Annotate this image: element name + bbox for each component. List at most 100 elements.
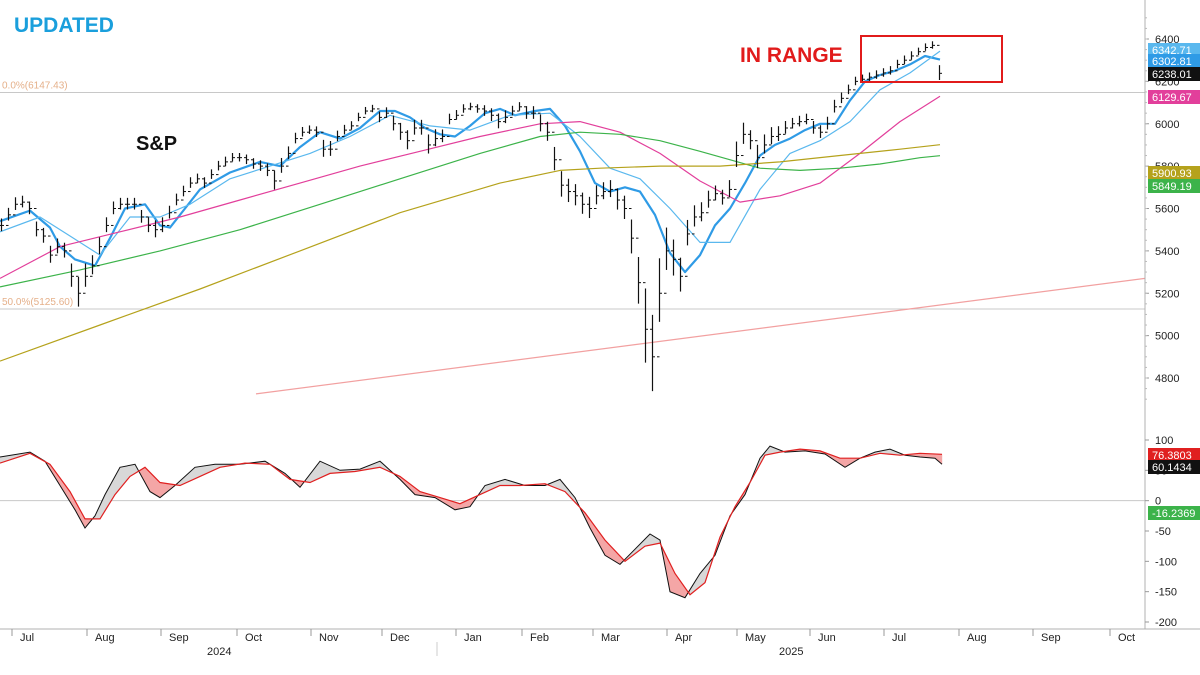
price-bar [916,47,921,57]
price-bar [776,126,781,142]
oscillator-fill-slice [930,453,933,458]
price-bar [601,182,606,200]
price-bar [566,178,571,203]
price-bar [496,113,501,129]
price-value-label-bg [1148,43,1200,57]
price-bar [489,108,494,121]
oscillator-fill-slice [158,480,161,498]
moving-average-line [0,95,941,279]
oscillator-fill-slice [306,476,309,483]
oscillator-fill-slice [194,467,197,480]
value-labels: 6342.716302.816238.016129.675900.935849.… [1148,43,1200,520]
price-bar [384,107,389,118]
oscillator-fill-slice [482,486,485,494]
oscillator-fill-slice [372,463,375,469]
oscillator-fill-slice [612,547,615,561]
price-bar [153,220,158,238]
x-tick-label: Nov [319,632,339,644]
trendline [255,277,1146,395]
price-bar [706,190,711,214]
oscillator-line [0,445,943,599]
oscillator-fill-slice [316,463,319,480]
oscillator-fill-slice [644,538,647,547]
oscillator-fill-slice [602,536,605,554]
oscillator-fill-slice [940,454,943,465]
oscillator-fill-slice [312,469,315,482]
price-bar [209,169,214,184]
osc-y-tick-label: -100 [1155,556,1177,568]
oscillator-fill-slice [120,466,123,489]
price-y-tick-label: 5400 [1155,246,1179,258]
oscillator-fill-slice [328,464,331,475]
price-bar [734,141,739,190]
oscillator-fill-slice [330,465,333,474]
oscillator-fill-slice [490,483,493,491]
oscillator-fill-slice [0,456,3,464]
price-bar [727,180,732,199]
price-value-label-bg [1148,67,1200,81]
oscillator-fill-slice [116,470,119,494]
price-bar [692,205,697,235]
price-bar [741,122,746,157]
price-bar [76,275,81,307]
oscillator-fill-slice [204,465,207,475]
oscillator-fill-slice [184,475,187,484]
oscillator-fill-slice [932,453,935,459]
oscillator-fill-slice [558,479,561,490]
x-tick-label: Jul [892,632,906,644]
price-bar [769,127,774,146]
x-tick-label: Aug [95,632,115,644]
price-bar [846,84,851,99]
price-value-label-bg [1148,179,1200,193]
oscillator-fill-slice [146,468,149,488]
oscillator-fill-slice [108,485,111,506]
oscillator-fill-slice [464,500,467,508]
price-bar [139,203,144,223]
oscillator-fill-slice [918,453,921,457]
price-value-label-bg [1148,166,1200,180]
oscillator-fill-slice [458,503,461,510]
oscillator-fill-slice [706,563,709,580]
price-bar [391,112,396,131]
price-bar [587,196,592,219]
x-tick-label: Jan [464,632,482,644]
oscillator-fill-slice [112,478,115,500]
price-bar [321,131,326,157]
price-bar [0,218,4,232]
oscillator-fill-slice [378,461,381,468]
oscillator-fill-slice [672,567,675,594]
price-bar [552,131,557,171]
price-bar [426,127,431,154]
price-value-label: 6302.81 [1152,56,1192,68]
oscillator-fill-slice [608,543,611,559]
price-bar [811,119,816,134]
price-bar [580,192,585,214]
oscillator-fill-slice [150,472,153,493]
oscillator-fill-slice [4,456,7,462]
price-bar [398,122,403,140]
price-bar [636,237,641,304]
price-bar [160,217,165,233]
x-tick-label: Aug [967,632,987,644]
price-bar [251,158,256,169]
price-bar [755,140,760,169]
oscillator-fill-slice [616,551,619,564]
price-bar [657,258,662,358]
price-bar [104,217,109,248]
oscillator-fill-slice [700,571,703,587]
osc-value-label: -16.2369 [1152,508,1195,520]
osc-y-tick-label: 100 [1155,435,1173,447]
price-bar [559,159,564,197]
oscillator-fill-slice [842,458,845,467]
x-tick-label: Oct [1118,632,1135,644]
price-bar [405,130,410,150]
oscillator-fill-slice [160,482,163,498]
x-tick-label: Sep [1041,632,1061,644]
oscillator-fill-slice [770,446,773,455]
price-bar [797,115,802,127]
price-value-label: 5849.19 [1152,181,1192,193]
oscillator-fill-slice [614,549,617,562]
oscillator-fill-slice [332,466,335,474]
price-bar [909,51,914,61]
